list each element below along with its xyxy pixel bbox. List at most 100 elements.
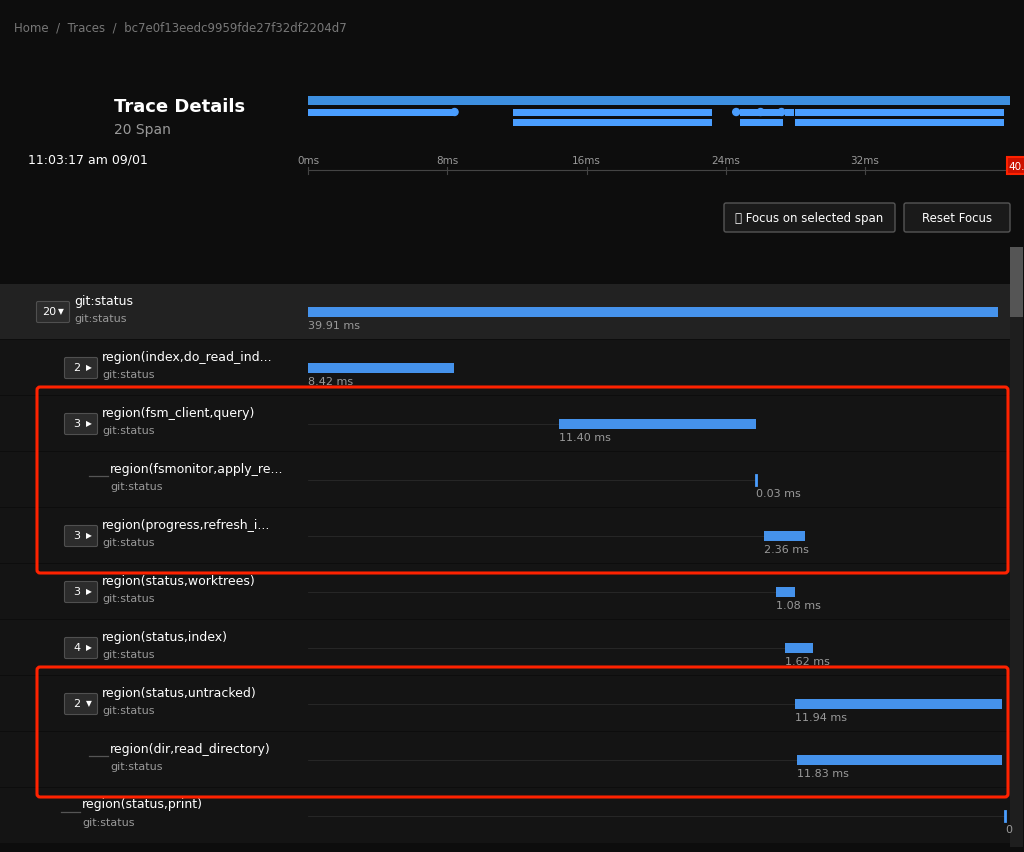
Bar <box>796 110 1005 117</box>
Bar <box>0 732 1010 787</box>
FancyBboxPatch shape <box>65 638 97 659</box>
Text: ▶: ▶ <box>86 363 92 372</box>
Text: 4: 4 <box>74 642 81 653</box>
Text: 3: 3 <box>74 531 81 540</box>
Bar <box>513 110 712 117</box>
Text: git:status: git:status <box>102 705 155 715</box>
Text: 3: 3 <box>74 586 81 596</box>
FancyBboxPatch shape <box>904 204 1010 233</box>
Bar <box>1010 248 1023 847</box>
Text: Home  /  Traces  /  bc7e0f13eedc9959fde27f32df2204d7: Home / Traces / bc7e0f13eedc9959fde27f32… <box>14 21 347 34</box>
Bar <box>739 110 783 117</box>
Bar <box>308 364 454 373</box>
Text: 1.62 ms: 1.62 ms <box>785 656 829 666</box>
Text: Reset Focus: Reset Focus <box>922 212 992 225</box>
Text: 3: 3 <box>74 418 81 429</box>
Bar <box>0 75 1024 190</box>
Text: region(status,index): region(status,index) <box>102 630 228 642</box>
Text: ▼: ▼ <box>86 699 92 708</box>
Text: 11.40 ms: 11.40 ms <box>559 433 610 442</box>
Bar <box>0 285 1010 340</box>
Text: git:status: git:status <box>74 314 127 324</box>
Text: git:status: git:status <box>82 817 134 827</box>
Text: 8ms: 8ms <box>436 156 459 166</box>
Bar <box>764 110 781 117</box>
FancyBboxPatch shape <box>65 358 97 379</box>
Text: git:status: git:status <box>102 593 155 603</box>
Circle shape <box>778 109 785 117</box>
Text: 11.83 ms: 11.83 ms <box>797 769 849 778</box>
Text: 0ms: 0ms <box>297 156 319 166</box>
Text: git:status: git:status <box>110 761 163 771</box>
Bar <box>0 396 1010 452</box>
Text: 8.42 ms: 8.42 ms <box>308 377 353 387</box>
Bar <box>513 120 712 127</box>
Bar <box>1010 248 1023 318</box>
Text: git:status: git:status <box>102 370 155 379</box>
Text: 20: 20 <box>42 307 56 317</box>
Bar <box>797 755 1001 765</box>
Bar <box>559 419 756 429</box>
Text: 16ms: 16ms <box>572 156 601 166</box>
Text: region(status,untracked): region(status,untracked) <box>102 686 257 699</box>
Bar <box>785 643 813 653</box>
Text: region(progress,refresh_i...: region(progress,refresh_i... <box>102 518 270 531</box>
Text: git:status: git:status <box>102 649 155 659</box>
Text: ⍗ Focus on selected span: ⍗ Focus on selected span <box>735 212 884 225</box>
Circle shape <box>757 109 764 117</box>
Text: 0: 0 <box>1005 824 1012 834</box>
Text: 2.36 ms: 2.36 ms <box>764 544 809 555</box>
Text: region(status,print): region(status,print) <box>82 797 203 810</box>
FancyBboxPatch shape <box>65 526 97 547</box>
Bar <box>308 110 455 117</box>
Text: ▶: ▶ <box>86 531 92 540</box>
Circle shape <box>451 109 458 117</box>
Text: Trace Details: Trace Details <box>114 98 245 116</box>
Bar <box>785 110 794 117</box>
Text: region(dir,read_directory): region(dir,read_directory) <box>110 741 270 755</box>
Bar <box>796 699 1001 709</box>
Text: git:status: git:status <box>102 538 155 547</box>
Text: 0.03 ms: 0.03 ms <box>756 488 801 498</box>
Text: 24ms: 24ms <box>712 156 740 166</box>
Circle shape <box>733 109 739 117</box>
Bar <box>0 452 1010 508</box>
FancyBboxPatch shape <box>65 582 97 603</box>
Bar <box>0 676 1010 731</box>
FancyBboxPatch shape <box>65 694 97 715</box>
Bar <box>1007 158 1024 175</box>
Bar <box>776 587 795 597</box>
Bar <box>764 532 805 541</box>
Text: 39.91 ms: 39.91 ms <box>308 320 360 331</box>
FancyBboxPatch shape <box>37 302 70 323</box>
Text: region(fsm_client,query): region(fsm_client,query) <box>102 406 255 419</box>
Text: region(index,do_read_ind...: region(index,do_read_ind... <box>102 350 272 363</box>
Text: 11:03:17 am 09/01: 11:03:17 am 09/01 <box>28 153 147 166</box>
Bar <box>0 248 1010 285</box>
Text: ▶: ▶ <box>86 587 92 596</box>
Text: 11.94 ms: 11.94 ms <box>796 712 848 722</box>
Bar <box>0 620 1010 675</box>
Text: ▶: ▶ <box>86 419 92 428</box>
Text: 2: 2 <box>74 698 81 708</box>
Text: 1.08 ms: 1.08 ms <box>776 601 821 610</box>
Text: 2: 2 <box>74 363 81 372</box>
Bar <box>0 509 1010 563</box>
Text: 20 Span: 20 Span <box>114 123 171 137</box>
Bar <box>308 308 997 318</box>
Bar <box>739 120 783 127</box>
Bar <box>796 120 1005 127</box>
Text: region(fsmonitor,apply_re...: region(fsmonitor,apply_re... <box>110 462 284 475</box>
FancyBboxPatch shape <box>724 204 895 233</box>
Bar <box>308 97 1010 106</box>
Text: 40.33ms: 40.33ms <box>1009 161 1024 171</box>
Text: git:status: git:status <box>74 294 133 307</box>
Bar <box>0 788 1010 843</box>
Bar <box>0 564 1010 619</box>
Text: ▶: ▶ <box>86 642 92 652</box>
Text: region(status,worktrees): region(status,worktrees) <box>102 574 256 587</box>
Text: git:status: git:status <box>102 425 155 435</box>
Text: git:status: git:status <box>110 481 163 492</box>
Bar <box>0 341 1010 395</box>
Text: ▼: ▼ <box>58 307 63 316</box>
